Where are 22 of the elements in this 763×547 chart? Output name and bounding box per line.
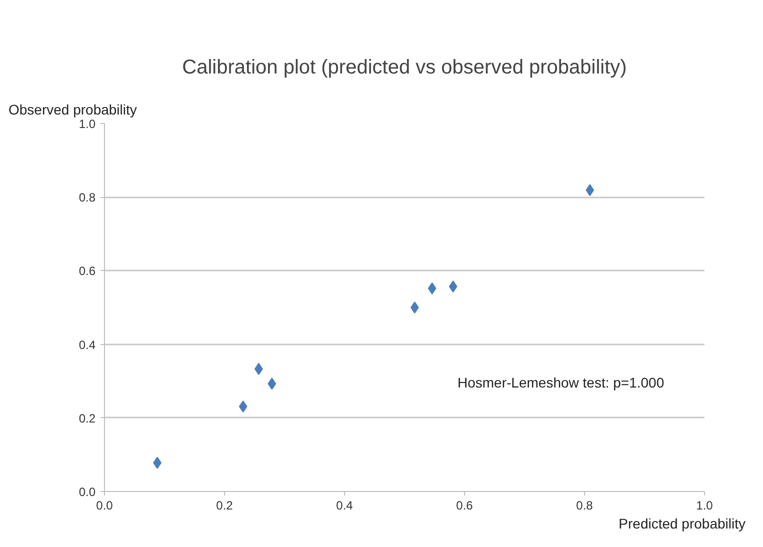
chart-title: Calibration plot (predicted vs observed probability) [182,56,627,78]
y-tick-label: 0.4 [78,338,96,352]
y-tick-label: 0.8 [78,190,96,205]
y-tick-label: 1.0 [78,117,96,131]
point [268,378,276,390]
point [238,400,248,412]
x-axis-title: Predicted probability [618,516,746,532]
point [410,302,419,314]
x-tick-label: 1.0 [696,498,714,512]
point [586,184,594,196]
annotation: Hosmer-Lemeshow test: p=1.000 [458,374,664,390]
x-tick-label: 0.0 [96,498,114,512]
y-axis-title: Observed probability [8,102,137,118]
x-tick-label: 0.8 [576,498,594,512]
y-tick-label: 0.2 [78,411,96,426]
point [428,282,436,294]
y-tick-label: 0.0 [78,485,96,499]
x-tick-label: 0.4 [336,498,354,512]
x-tick-label: 0.2 [216,498,234,512]
x-tick-label: 0.6 [456,498,474,512]
y-tick-label: 0.6 [78,264,96,278]
point [448,280,458,293]
